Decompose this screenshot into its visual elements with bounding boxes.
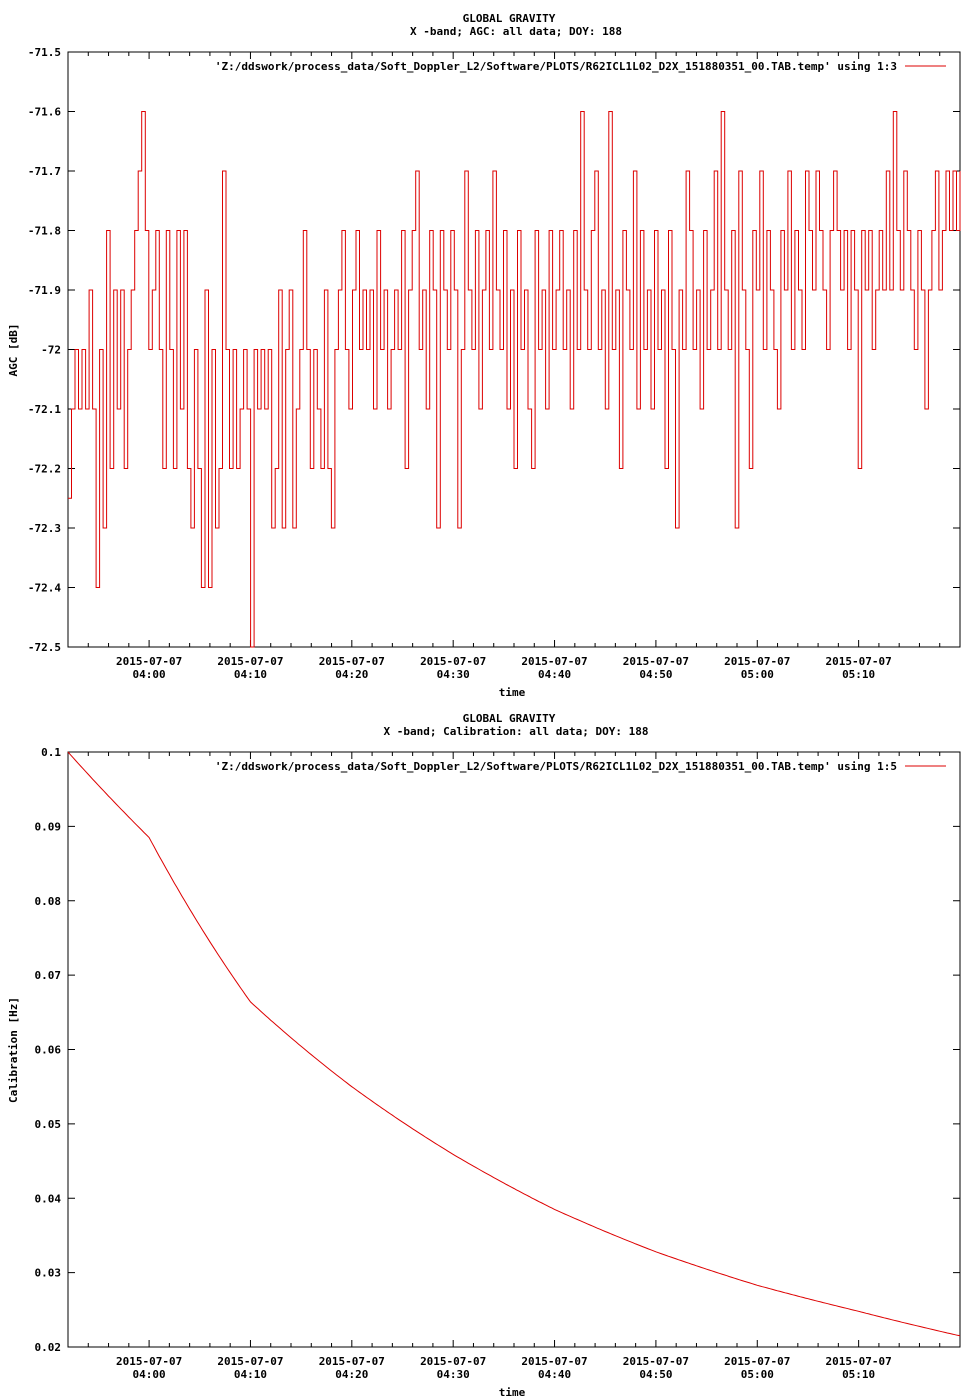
x-tick-label-date: 2015-07-07 (116, 655, 182, 668)
calibration-chart-title: GLOBAL GRAVITY (463, 712, 556, 725)
x-tick-label-time: 04:50 (639, 668, 672, 681)
x-tick-label-time: 04:30 (437, 1368, 470, 1381)
y-tick-label: 0.1 (41, 746, 61, 759)
agc-y-axis-label: AGC [dB] (7, 324, 20, 377)
calibration-x-axis: 2015-07-0704:002015-07-0704:102015-07-07… (67, 752, 961, 1381)
y-tick-label: 0.05 (35, 1118, 62, 1131)
x-tick-label-date: 2015-07-07 (217, 655, 283, 668)
calibration-x-axis-label: time (499, 1386, 526, 1399)
y-tick-label: 0.06 (35, 1044, 62, 1057)
x-tick-label-date: 2015-07-07 (420, 655, 486, 668)
agc-x-axis-label: time (499, 686, 526, 699)
x-tick-label-time: 05:10 (842, 668, 875, 681)
x-tick-label-time: 04:40 (538, 1368, 571, 1381)
x-tick-label-time: 04:20 (335, 1368, 368, 1381)
x-tick-label-time: 04:10 (234, 668, 267, 681)
y-tick-label: -72.3 (28, 522, 61, 535)
y-tick-label: -72.1 (28, 403, 61, 416)
y-tick-label: 0.04 (35, 1192, 62, 1205)
y-tick-label: -72 (41, 344, 61, 357)
calibration-legend-label: 'Z:/ddswork/process_data/Soft_Doppler_L2… (215, 760, 897, 773)
x-tick-label-date: 2015-07-07 (521, 655, 587, 668)
calibration-plot-frame (67, 751, 961, 1348)
calibration-chart: GLOBAL GRAVITY X -band; Calibration: all… (7, 712, 961, 1399)
agc-x-axis: 2015-07-0704:002015-07-0704:102015-07-07… (67, 52, 961, 681)
y-tick-label: -71.9 (28, 284, 61, 297)
x-tick-label-time: 05:00 (741, 668, 774, 681)
x-tick-label-date: 2015-07-07 (826, 655, 892, 668)
x-tick-label-time: 04:40 (538, 668, 571, 681)
x-tick-label-date: 2015-07-07 (217, 1355, 283, 1368)
y-tick-label: 0.03 (35, 1267, 62, 1280)
agc-legend-label: 'Z:/ddswork/process_data/Soft_Doppler_L2… (215, 60, 897, 73)
y-tick-label: -71.6 (28, 106, 61, 119)
x-tick-label-time: 04:00 (133, 1368, 166, 1381)
y-tick-label: 0.07 (35, 969, 62, 982)
calibration-y-axis-label: Calibration [Hz] (7, 997, 20, 1103)
agc-chart-title: GLOBAL GRAVITY (463, 12, 556, 25)
y-tick-label: 0.08 (35, 895, 62, 908)
calibration-chart-subtitle: X -band; Calibration: all data; DOY: 188 (384, 725, 649, 738)
x-tick-label-date: 2015-07-07 (420, 1355, 486, 1368)
x-tick-label-time: 04:30 (437, 668, 470, 681)
x-tick-label-time: 04:10 (234, 1368, 267, 1381)
y-tick-label: 0.09 (35, 820, 62, 833)
x-tick-label-time: 04:50 (639, 1368, 672, 1381)
x-tick-label-date: 2015-07-07 (521, 1355, 587, 1368)
agc-chart: GLOBAL GRAVITY X -band; AGC: all data; D… (7, 12, 961, 699)
x-tick-label-time: 05:10 (842, 1368, 875, 1381)
agc-y-axis: -71.5 -71.6 -71.7 -71.8 -71.9 -72 -72.1 -72.2 -7… (28, 46, 960, 654)
calibration-series-line (67, 751, 961, 1337)
x-tick-label-time: 04:20 (335, 668, 368, 681)
y-tick-label: -72.4 (28, 582, 61, 595)
y-tick-label: -72.5 (28, 641, 61, 654)
x-tick-label-date: 2015-07-07 (319, 655, 385, 668)
x-tick-label-time: 04:00 (133, 668, 166, 681)
x-tick-label-date: 2015-07-07 (826, 1355, 892, 1368)
y-tick-label: 0.02 (35, 1341, 62, 1354)
x-tick-label-date: 2015-07-07 (724, 1355, 790, 1368)
x-tick-label-time: 05:00 (741, 1368, 774, 1381)
y-tick-label: -71.8 (28, 225, 61, 238)
agc-series-line (68, 111, 961, 648)
calibration-y-axis: 0.1 0.09 0.08 0.07 0.06 0.05 0.04 0.03 0.02 (35, 746, 960, 1354)
y-tick-label: -71.7 (28, 165, 61, 178)
y-tick-label: -71.5 (28, 46, 61, 59)
agc-chart-subtitle: X -band; AGC: all data; DOY: 188 (410, 25, 622, 38)
x-tick-label-date: 2015-07-07 (623, 655, 689, 668)
x-tick-label-date: 2015-07-07 (116, 1355, 182, 1368)
x-tick-label-date: 2015-07-07 (319, 1355, 385, 1368)
y-tick-label: -72.2 (28, 463, 61, 476)
x-tick-label-date: 2015-07-07 (623, 1355, 689, 1368)
x-tick-label-date: 2015-07-07 (724, 655, 790, 668)
